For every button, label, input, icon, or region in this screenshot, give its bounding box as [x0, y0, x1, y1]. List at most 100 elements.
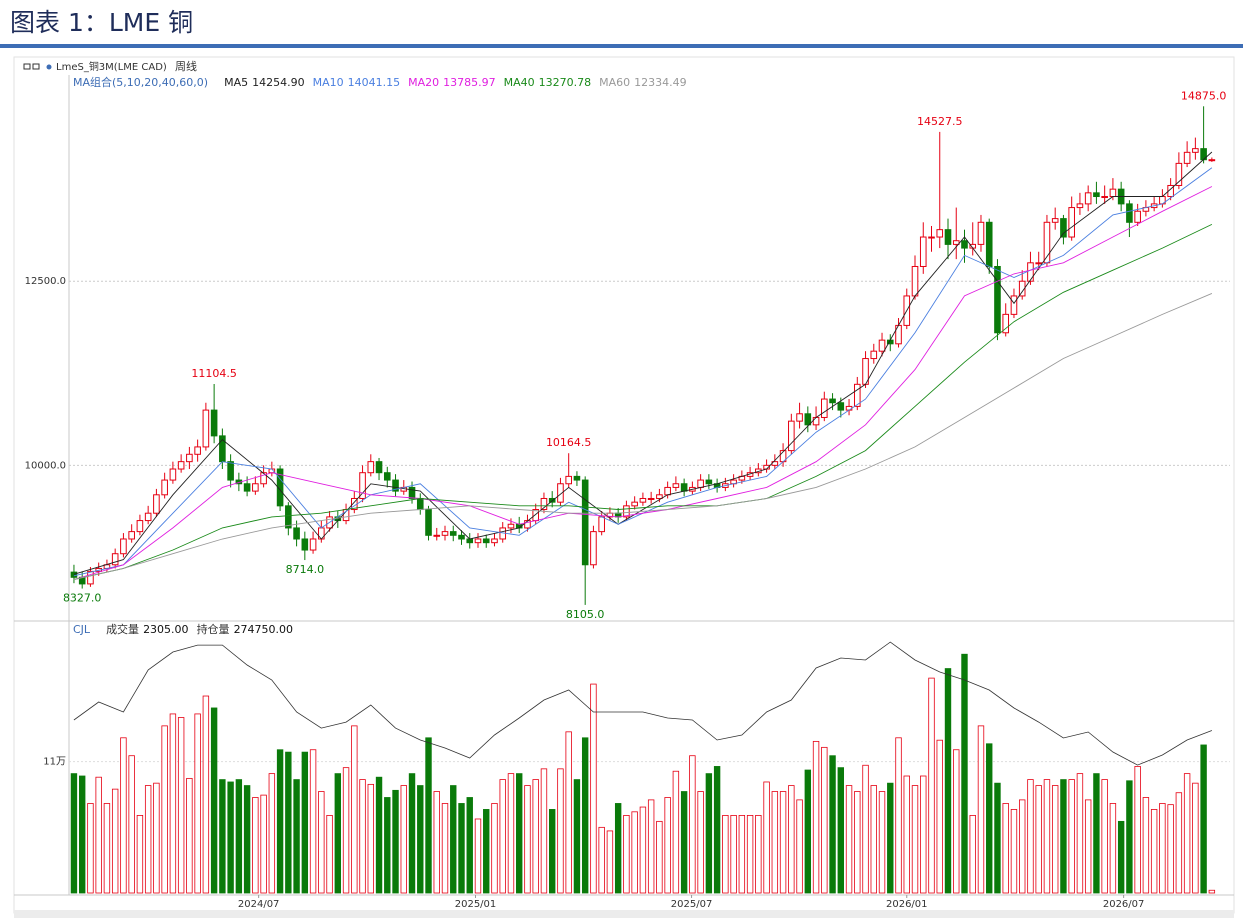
volume-bar	[524, 785, 531, 894]
candle	[202, 402, 210, 451]
volume-bar	[829, 755, 836, 894]
candle	[441, 525, 449, 541]
candle-body	[705, 479, 713, 485]
ma-line	[73, 292, 1213, 580]
legend-value: 2305.00	[143, 623, 189, 636]
candle-body	[1018, 280, 1026, 297]
candle	[788, 413, 795, 455]
candle	[87, 566, 94, 587]
candle	[705, 474, 713, 489]
volume-bar	[474, 818, 482, 894]
volume-bar	[697, 791, 704, 894]
volume-bar	[887, 782, 894, 894]
candle-body	[821, 398, 828, 418]
candle	[631, 496, 638, 510]
volume-bar	[903, 775, 910, 894]
candle-body	[1027, 262, 1034, 282]
volume-bar	[441, 803, 449, 894]
volume-bar	[260, 794, 267, 894]
candle	[210, 383, 218, 444]
candle-body	[944, 229, 952, 245]
volume-bar	[771, 791, 779, 894]
candle	[796, 402, 803, 429]
volume-bar	[1035, 785, 1042, 894]
volume-bar	[367, 783, 374, 894]
volume-bar	[1142, 797, 1150, 894]
volume-bar	[408, 773, 416, 894]
candle-body	[1126, 203, 1133, 223]
x-tick-label: 2025/01	[455, 899, 497, 910]
candle-body	[565, 475, 572, 485]
candle	[1093, 181, 1100, 204]
volume-bar	[161, 725, 168, 894]
legend-value: 12334.49	[634, 76, 687, 89]
candle-body	[631, 501, 638, 507]
volume-bar	[318, 791, 325, 894]
volume-bar	[796, 799, 803, 894]
volume-bar	[243, 785, 251, 894]
volume-bar	[169, 713, 177, 894]
volume-bar	[1051, 785, 1059, 894]
volume-bar	[483, 809, 490, 894]
candle-body	[1167, 184, 1174, 198]
volume-bar	[1183, 773, 1191, 894]
volume-bar	[400, 785, 407, 894]
indicator[interactable]: CJL	[73, 623, 91, 636]
candle-body	[1183, 151, 1191, 164]
candle-body	[664, 486, 671, 496]
volume-bar	[507, 773, 515, 894]
peak-label: 10164.5	[546, 436, 592, 449]
candle-body	[252, 483, 259, 492]
volume-bar	[746, 815, 754, 894]
candle-body	[1093, 192, 1100, 198]
candle	[243, 476, 251, 497]
candle-body	[1051, 218, 1059, 223]
volume-bar	[219, 779, 226, 894]
candle	[936, 131, 944, 249]
candle-body	[309, 538, 317, 551]
volume-bar	[969, 815, 976, 894]
volume-bar	[326, 815, 333, 894]
candle-body	[458, 534, 465, 540]
volume-bar	[977, 725, 985, 894]
volume-bar	[532, 779, 539, 894]
volume-bar	[557, 768, 564, 894]
candle-body	[408, 486, 416, 499]
candle-body	[680, 483, 688, 492]
candle-body	[581, 479, 589, 566]
candle-body	[466, 538, 474, 544]
candle	[672, 476, 680, 492]
volume-bar	[1093, 773, 1100, 894]
candle-body	[202, 409, 210, 448]
y-tick-label: 11万	[43, 757, 66, 768]
volume-bar	[804, 769, 812, 894]
volume-bar	[466, 797, 473, 894]
volume-bar	[590, 683, 597, 894]
candle	[425, 505, 432, 541]
volume-bar	[268, 773, 276, 894]
period[interactable]: 周线	[175, 59, 197, 73]
candle-body	[70, 571, 78, 578]
volume-bar	[738, 815, 746, 894]
volume-bar	[911, 785, 919, 894]
legend-name: MA20	[408, 76, 439, 89]
candle-body	[1068, 207, 1075, 238]
legend-name: MA10	[313, 76, 344, 89]
volume-bar	[499, 779, 506, 894]
candle-body	[433, 534, 441, 537]
candle	[1010, 288, 1018, 319]
candle	[1208, 157, 1216, 162]
candle	[557, 477, 564, 506]
candle-body	[1175, 162, 1183, 186]
indicator[interactable]: MA组合(5,10,20,40,60,0)	[73, 75, 208, 89]
candle	[1018, 270, 1026, 300]
volume-bar	[120, 737, 127, 894]
candle-body	[639, 497, 647, 503]
volume-bar	[1019, 799, 1026, 894]
candle	[1192, 137, 1199, 160]
candle-body	[120, 538, 127, 555]
volume-bar	[392, 789, 399, 894]
volume-bar	[491, 803, 498, 894]
volume-bar	[730, 815, 737, 894]
candle	[466, 533, 474, 549]
